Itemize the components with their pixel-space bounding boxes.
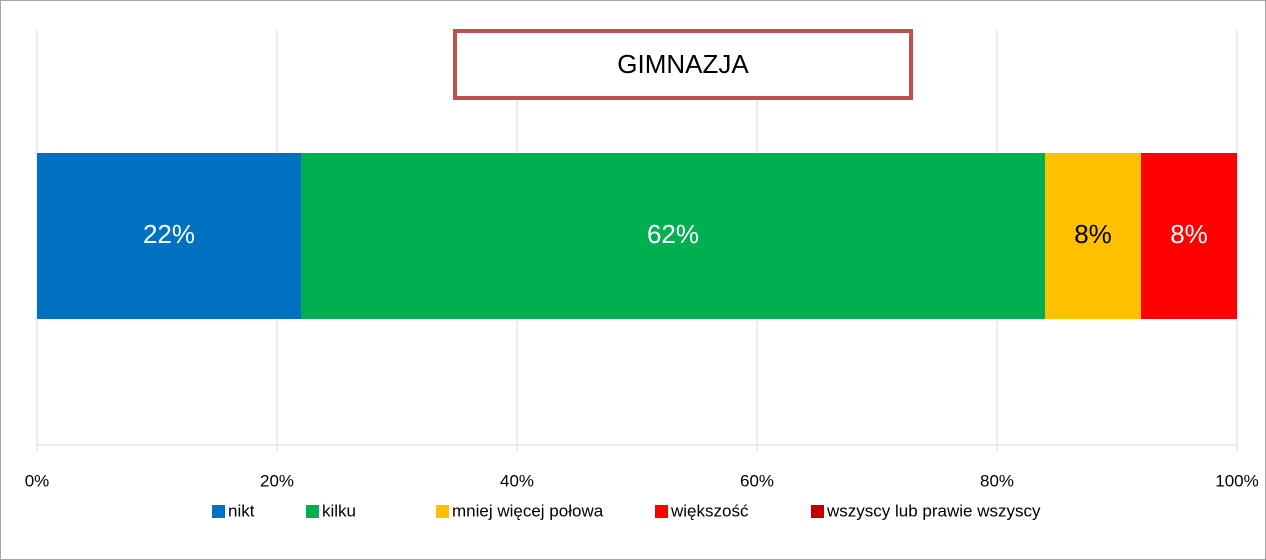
title-box	[453, 29, 913, 100]
data-label: 22%	[143, 219, 195, 249]
legend-swatch	[306, 505, 319, 518]
data-label: 8%	[1170, 219, 1208, 249]
legend-label: nikt	[228, 501, 255, 520]
legend-swatch	[655, 505, 668, 518]
legend-swatch	[436, 505, 449, 518]
bar-segment	[1045, 153, 1141, 319]
data-label: 8%	[1074, 219, 1112, 249]
bar-segment	[1141, 153, 1237, 319]
x-tick-label: 60%	[740, 471, 774, 490]
legend-label: większość	[670, 501, 749, 520]
legend-label: wszyscy lub prawie wszyscy	[826, 501, 1041, 520]
legend-label: kilku	[322, 501, 356, 520]
data-label: 62%	[647, 219, 699, 249]
legend-swatch	[212, 505, 225, 518]
chart-title: GIMNAZJA	[617, 49, 749, 79]
legend-swatch	[811, 505, 824, 518]
legend-label: mniej więcej połowa	[452, 501, 604, 520]
x-tick-label: 20%	[260, 471, 294, 490]
x-tick-label: 0%	[25, 471, 50, 490]
x-tick-label: 40%	[500, 471, 534, 490]
x-tick-label: 80%	[980, 471, 1014, 490]
bar-segment	[37, 153, 301, 319]
bar-segment	[301, 153, 1045, 319]
x-tick-label: 100%	[1215, 471, 1258, 490]
